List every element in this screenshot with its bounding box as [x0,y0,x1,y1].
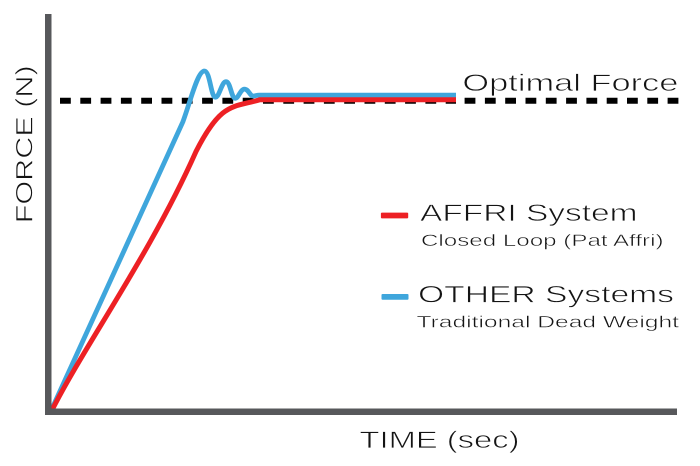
svg-text:AFFRI System: AFFRI System [420,200,638,227]
svg-text:TIME (sec): TIME (sec) [360,427,520,454]
svg-text:Optimal Force: Optimal Force [462,70,678,97]
svg-text:OTHER Systems: OTHER Systems [418,281,674,308]
svg-text:FORCE (N): FORCE (N) [12,65,39,223]
svg-text:Traditional Dead Weight: Traditional Dead Weight [417,313,680,331]
svg-text:Closed Loop (Pat Affri): Closed Loop (Pat Affri) [421,232,664,250]
